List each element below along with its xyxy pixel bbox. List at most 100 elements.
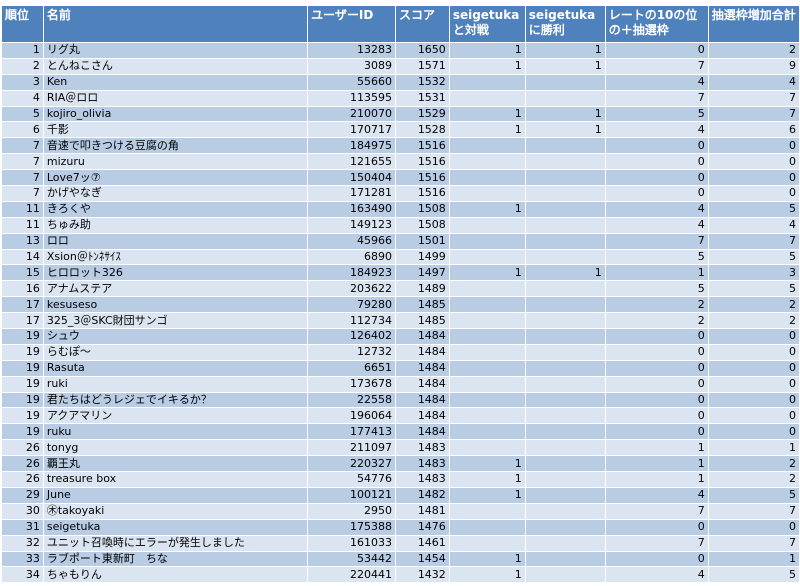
cell-name: 音速で叩きつける豆腐の角 — [42, 137, 309, 155]
table-row: 26 tonyg 211097 1483 1 1 — [1, 439, 800, 457]
cell-total: 5 — [707, 486, 800, 504]
cell-rank: 29 — [1, 486, 44, 504]
cell-rank: 26 — [1, 455, 44, 473]
cell-score: 1484 — [394, 343, 450, 361]
table-row: 4 RIA＠ロロ 113595 1531 7 7 — [1, 89, 800, 107]
cell-rank: 19 — [1, 359, 44, 377]
cell-name: Rasuta — [42, 359, 309, 377]
cell-win — [524, 534, 606, 552]
table-row: 26 覇王丸 220327 1483 1 1 2 — [1, 455, 800, 473]
cell-win — [524, 391, 606, 409]
table-row: 11 ちゅみ助 149123 1508 4 4 — [1, 216, 800, 234]
cell-rate: 0 — [604, 407, 709, 425]
cell-match: 1 — [448, 121, 526, 139]
cell-match — [448, 423, 526, 441]
cell-match — [448, 137, 526, 155]
cell-win — [524, 439, 606, 457]
cell-match: 1 — [448, 264, 526, 282]
header-rank: 順位 — [1, 5, 44, 43]
cell-win — [524, 502, 606, 520]
cell-win — [524, 185, 606, 202]
cell-score: 1483 — [394, 471, 450, 488]
table-row: 7 音速で叩きつける豆腐の角 184975 1516 0 0 — [1, 137, 800, 155]
table-row: 19 らむぽ～ 12732 1484 0 0 — [1, 343, 800, 361]
cell-win — [524, 312, 606, 330]
header-score: スコア — [394, 5, 450, 43]
cell-win — [524, 375, 606, 393]
cell-score: 1454 — [394, 550, 450, 568]
cell-match — [448, 359, 526, 377]
table-row: 19 君たちはどうレジェでイキるか？ 22558 1484 0 0 — [1, 391, 800, 409]
cell-score: 1485 — [394, 312, 450, 330]
cell-rate: 4 — [604, 73, 709, 91]
cell-user-id: 3089 — [307, 57, 396, 75]
cell-win — [524, 486, 606, 504]
cell-score: 1571 — [394, 57, 450, 75]
cell-score: 1482 — [394, 486, 450, 504]
cell-name: アクアマリン — [42, 407, 309, 425]
cell-match — [448, 328, 526, 345]
cell-win — [524, 566, 606, 584]
cell-score: 1484 — [394, 359, 450, 377]
cell-win — [524, 296, 606, 314]
cell-name: ちゅみ助 — [42, 216, 309, 234]
cell-rate: 4 — [604, 566, 709, 584]
cell-score: 1516 — [394, 137, 450, 155]
cell-rate: 4 — [604, 216, 709, 234]
cell-rate: 1 — [604, 471, 709, 488]
cell-rank: 17 — [1, 312, 44, 330]
cell-rate: 0 — [604, 169, 709, 187]
header-rate: レートの10の位の＋抽選枠 — [604, 5, 709, 43]
cell-rank: 34 — [1, 566, 44, 584]
cell-user-id: 211097 — [307, 439, 396, 457]
table-row: 14 Xsion＠ﾄﾝﾈｻｲｽ 6890 1499 5 5 — [1, 248, 800, 266]
cell-win — [524, 343, 606, 361]
cell-match — [448, 280, 526, 298]
cell-name: らむぽ～ — [42, 343, 309, 361]
table-row: 17 kesuseso 79280 1485 2 2 — [1, 296, 800, 314]
cell-win — [524, 455, 606, 473]
table-row: 30 ㊍takoyaki 2950 1481 7 7 — [1, 502, 800, 520]
table-row: 15 ヒロロット326 184923 1497 1 1 1 3 — [1, 264, 800, 282]
cell-score: 1484 — [394, 423, 450, 441]
cell-rank: 11 — [1, 216, 44, 234]
cell-user-id: 184923 — [307, 264, 396, 282]
cell-rank: 14 — [1, 248, 44, 266]
cell-name: treasure box — [42, 471, 309, 488]
cell-match — [448, 248, 526, 266]
cell-rate: 7 — [604, 534, 709, 552]
cell-match — [448, 375, 526, 393]
cell-rate: 5 — [604, 248, 709, 266]
cell-score: 1483 — [394, 455, 450, 473]
cell-match — [448, 391, 526, 409]
header-user-id: ユーザーID — [307, 5, 396, 43]
cell-rank: 7 — [1, 169, 44, 187]
cell-rate: 0 — [604, 343, 709, 361]
cell-total: 5 — [707, 566, 800, 584]
cell-name: ラブポート東新町 ちな — [42, 550, 309, 568]
cell-total: 1 — [707, 439, 800, 457]
cell-rank: 5 — [1, 105, 44, 123]
cell-total: 5 — [707, 248, 800, 266]
cell-match — [448, 169, 526, 187]
cell-match: 1 — [448, 200, 526, 218]
cell-name: kojiro_olivia — [42, 105, 309, 123]
cell-win: 1 — [524, 57, 606, 75]
cell-total: 2 — [707, 296, 800, 314]
cell-rate: 5 — [604, 105, 709, 123]
cell-rank: 15 — [1, 264, 44, 282]
cell-user-id: 112734 — [307, 312, 396, 330]
cell-rank: 4 — [1, 89, 44, 107]
cell-win — [524, 200, 606, 218]
cell-rank: 3 — [1, 73, 44, 91]
table-row: 2 とんねこさん 3089 1571 1 1 7 9 — [1, 57, 800, 75]
header-match: seigetuka と対戦 — [448, 5, 526, 43]
cell-total: 0 — [707, 328, 800, 345]
cell-match: 1 — [448, 471, 526, 488]
cell-total: 7 — [707, 89, 800, 107]
header-win: seigetuka に勝利 — [524, 5, 606, 43]
cell-name: ちゃもりん — [42, 566, 309, 584]
cell-name: mizuru — [42, 153, 309, 171]
cell-rate: 0 — [604, 42, 709, 59]
cell-win: 1 — [524, 42, 606, 59]
